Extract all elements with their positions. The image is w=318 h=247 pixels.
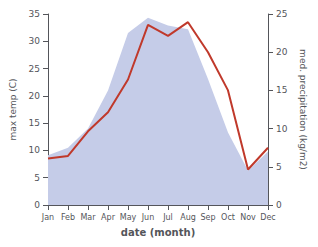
svg-text:max temp (C): max temp (C) — [8, 78, 18, 140]
svg-text:10: 10 — [29, 145, 41, 155]
svg-text:15: 15 — [276, 85, 287, 95]
svg-text:Jan: Jan — [41, 213, 54, 222]
svg-text:10: 10 — [276, 124, 288, 134]
svg-text:May: May — [120, 213, 137, 222]
svg-text:5: 5 — [34, 173, 40, 183]
svg-text:15: 15 — [29, 118, 40, 128]
svg-text:Jun: Jun — [141, 213, 155, 222]
svg-text:30: 30 — [29, 36, 41, 46]
svg-text:0: 0 — [34, 200, 40, 210]
svg-text:med. precipitation (kg/m2): med. precipitation (kg/m2) — [298, 49, 308, 170]
svg-text:Apr: Apr — [101, 213, 116, 222]
svg-text:Mar: Mar — [80, 213, 96, 222]
svg-text:Aug: Aug — [180, 213, 196, 222]
svg-text:25: 25 — [276, 9, 287, 19]
svg-text:Nov: Nov — [240, 213, 256, 222]
svg-text:0: 0 — [276, 200, 282, 210]
svg-text:35: 35 — [29, 9, 40, 19]
svg-text:20: 20 — [276, 47, 288, 57]
svg-text:25: 25 — [29, 64, 40, 74]
svg-text:Jul: Jul — [162, 213, 173, 222]
svg-text:Feb: Feb — [61, 213, 75, 222]
svg-text:Sep: Sep — [200, 213, 215, 222]
svg-text:date (month): date (month) — [121, 227, 195, 238]
svg-text:Dec: Dec — [260, 213, 275, 222]
svg-text:20: 20 — [29, 91, 41, 101]
svg-text:5: 5 — [276, 162, 282, 172]
svg-text:Oct: Oct — [221, 213, 235, 222]
